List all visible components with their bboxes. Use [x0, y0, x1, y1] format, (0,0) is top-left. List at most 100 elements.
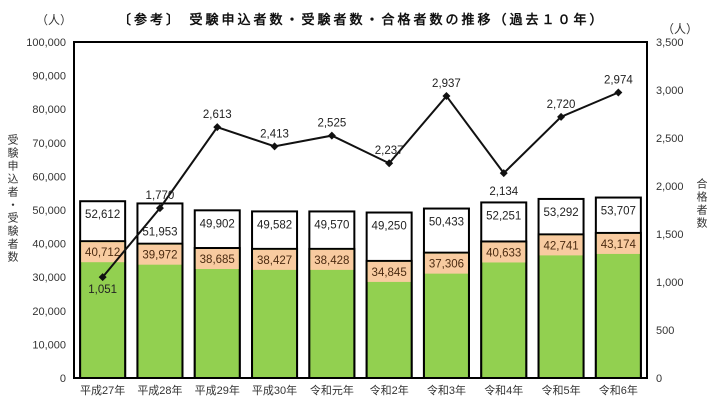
left-tick-label: 80,000 — [32, 104, 66, 116]
passers-marker — [557, 112, 566, 121]
right-tick-label: 500 — [656, 325, 674, 337]
passers-value-label: 2,613 — [203, 109, 232, 121]
bar-group: 38,685 49,902 — [193, 209, 241, 379]
passers-value-label: 1,051 — [88, 284, 117, 296]
bar-group: 38,427 49,582 — [251, 210, 299, 379]
passers-value-label: 2,237 — [375, 145, 404, 157]
applicants-value-label: 49,570 — [314, 219, 349, 231]
examinee-label-bg — [310, 249, 354, 270]
plot-frame — [73, 41, 648, 379]
examinee-label-bg — [138, 244, 182, 265]
applicants-value-label: 53,292 — [543, 207, 578, 219]
applicants-value-label: 50,433 — [429, 217, 464, 229]
bar-group: 34,845 49,250 — [365, 211, 413, 380]
examinee-label-bg — [596, 233, 640, 254]
x-tick-label: 平成28年 — [137, 383, 182, 397]
left-tick-label: 100,000 — [26, 37, 66, 49]
bar-group: 38,428 49,570 — [308, 210, 356, 379]
applicants-value-label: 49,582 — [257, 219, 292, 231]
left-axis-ticks: 0 10,000 20,000 30,000 40,000 50,000 60,000 70,… — [26, 37, 66, 385]
examinees-bar — [79, 240, 127, 379]
bar-group: 43,174 53,707 — [594, 196, 642, 379]
applicants-value-label: 52,251 — [486, 210, 521, 222]
left-tick-label: 20,000 — [32, 306, 66, 318]
left-tick-label: 40,000 — [32, 239, 66, 251]
bar-group: 40,633 52,251 — [480, 201, 528, 379]
right-tick-label: 2,000 — [656, 181, 684, 193]
left-tick-label: 70,000 — [32, 138, 66, 150]
left-tick-label: 30,000 — [32, 272, 66, 284]
passers-marker — [98, 273, 107, 282]
x-tick-label: 平成30年 — [252, 383, 297, 397]
examinees-bar — [594, 231, 642, 379]
passers-value-label: 2,134 — [489, 186, 518, 198]
examinees-value-label: 34,845 — [372, 267, 407, 279]
left-axis-unit: （人） — [36, 13, 73, 27]
x-tick-label: 令和元年 — [310, 383, 354, 397]
right-tick-label: 1,500 — [656, 229, 684, 241]
passers-value-label: 2,974 — [604, 74, 633, 86]
bar-group: 42,741 53,292 — [537, 197, 585, 379]
bar-group: 39,972 51,953 — [136, 202, 184, 379]
left-tick-label: 60,000 — [32, 171, 66, 183]
examinee-label-bg — [482, 242, 526, 263]
right-tick-label: 3,500 — [656, 37, 684, 49]
passers-marker — [614, 88, 623, 97]
passers-marker — [442, 92, 451, 101]
passers-marker — [155, 204, 164, 213]
left-tick-label: 10,000 — [32, 339, 66, 351]
applicants-value-label: 49,902 — [200, 218, 235, 230]
left-tick-label: 90,000 — [32, 71, 66, 83]
x-tick-label: 平成29年 — [195, 383, 240, 397]
examinees-value-label: 38,428 — [314, 255, 349, 267]
examinees-value-label: 43,174 — [601, 239, 637, 251]
examinees-value-label: 40,712 — [85, 247, 120, 259]
left-tick-label: 0 — [60, 373, 66, 385]
x-tick-label: 令和6年 — [599, 383, 638, 397]
passers-value-label: 2,413 — [260, 128, 289, 140]
passers-marker — [499, 169, 508, 178]
right-tick-label: 2,500 — [656, 133, 684, 145]
left-axis-label: 受験申込者・受験者数 — [6, 134, 19, 264]
passers-value-label: 2,525 — [317, 118, 346, 130]
chart-title-text: 〔参考〕 受験申込者数・受験者数・合格者数の推移（過去１０年） — [118, 13, 606, 28]
right-tick-label: 0 — [656, 373, 662, 385]
passers-value-label: 2,937 — [432, 78, 461, 90]
x-tick-label: 令和2年 — [370, 383, 409, 397]
applicants-value-label: 53,707 — [601, 206, 636, 218]
examinee-label-bg — [539, 235, 583, 256]
examinee-label-bg — [367, 261, 411, 282]
bar-group: 37,306 50,433 — [422, 207, 470, 379]
bar-series: 40,712 52,612 39,972 51,953 38,685 49,902 38,4… — [79, 196, 642, 380]
examinees-value-label: 38,427 — [257, 255, 292, 267]
examinees-value-label: 37,306 — [429, 259, 464, 271]
passers-value-label: 2,720 — [547, 99, 576, 111]
right-tick-label: 3,000 — [656, 85, 684, 97]
passers-marker — [213, 123, 222, 132]
applicants-value-label: 51,953 — [142, 227, 177, 239]
right-axis-unit: （人） — [662, 22, 699, 36]
x-tick-label: 令和4年 — [484, 383, 523, 397]
passers-marker — [385, 159, 394, 168]
examinees-value-label: 42,741 — [543, 240, 578, 252]
examinees-value-label: 38,685 — [200, 254, 235, 266]
applicants-value-label: 49,250 — [372, 221, 407, 233]
examinee-label-bg — [424, 253, 468, 274]
passers-value-label: 1,770 — [146, 190, 175, 202]
applicants-value-label: 52,612 — [85, 209, 120, 221]
x-tick-label: 令和5年 — [541, 383, 580, 397]
x-axis-labels: 平成27年 平成28年 平成29年 平成30年 令和元年 令和2年 令和3年 令和4年 令和5年… — [80, 383, 638, 397]
examinee-label-bg — [195, 249, 239, 270]
examinees-value-label: 39,972 — [142, 250, 177, 262]
examinee-label-bg — [253, 249, 297, 270]
x-tick-label: 令和3年 — [427, 383, 466, 397]
passers-line-series: 1,051 1,770 2,613 2,413 2,525 2,237 2,937 2,134… — [88, 74, 633, 296]
examinees-bar — [251, 247, 299, 379]
x-tick-label: 平成27年 — [80, 383, 125, 397]
left-tick-label: 50,000 — [32, 205, 66, 217]
right-tick-label: 1,000 — [656, 277, 684, 289]
passers-marker — [327, 131, 336, 140]
passers-line — [101, 91, 619, 278]
examinee-label-bg — [81, 242, 125, 263]
